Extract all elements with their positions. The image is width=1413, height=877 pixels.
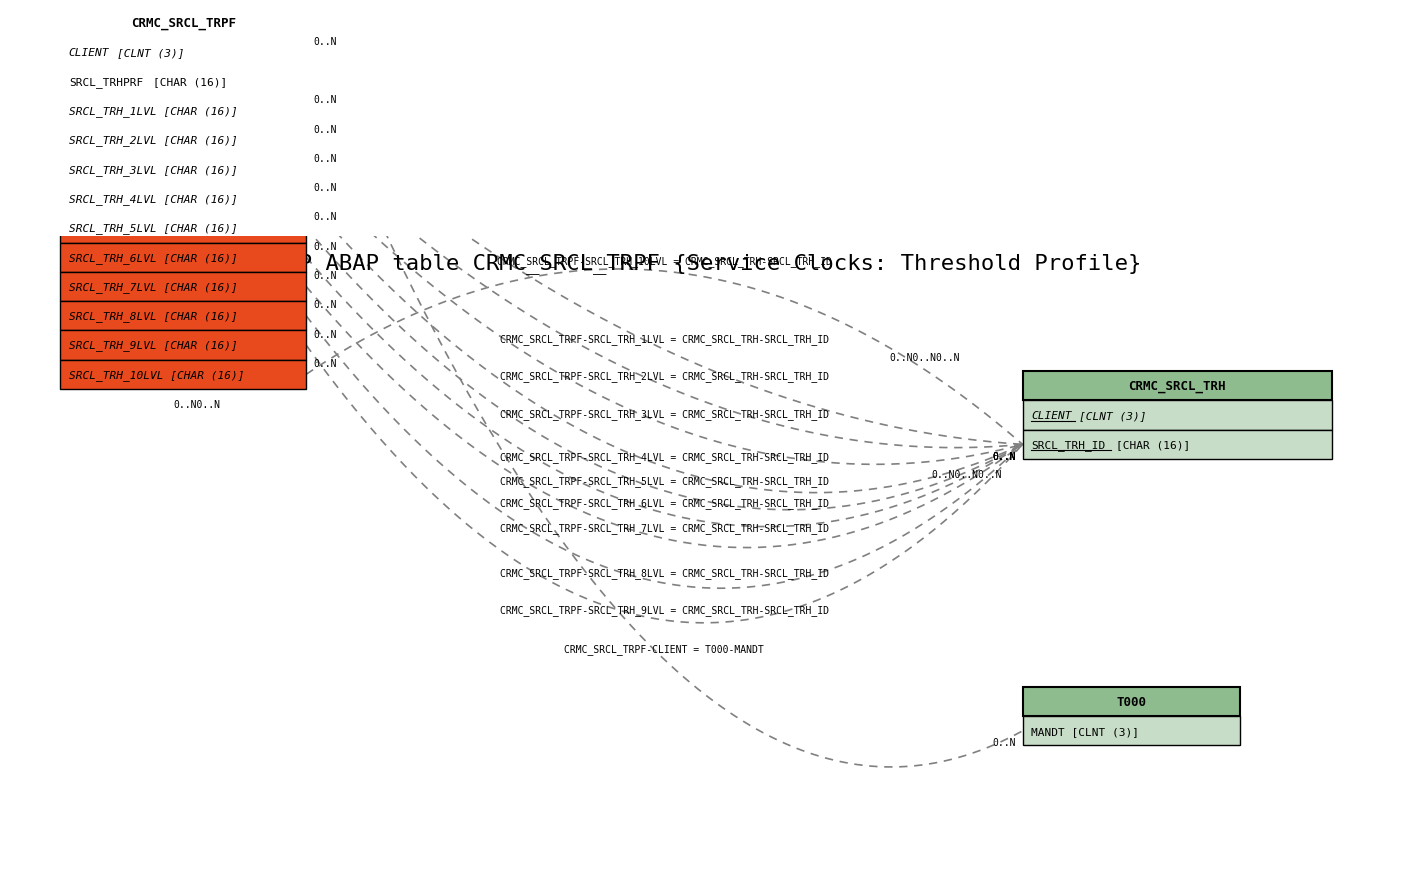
FancyBboxPatch shape bbox=[61, 243, 307, 273]
FancyBboxPatch shape bbox=[61, 185, 307, 214]
Text: 0..N: 0..N bbox=[314, 183, 336, 193]
FancyBboxPatch shape bbox=[1023, 688, 1241, 717]
Text: 0..N: 0..N bbox=[992, 452, 1016, 461]
Text: 0..N: 0..N bbox=[314, 359, 336, 368]
Text: 0..N: 0..N bbox=[992, 452, 1016, 461]
Text: CRMC_SRCL_TRPF-SRCL_TRH_3LVL = CRMC_SRCL_TRH-SRCL_TRH_ID: CRMC_SRCL_TRPF-SRCL_TRH_3LVL = CRMC_SRCL… bbox=[500, 409, 829, 419]
Text: SRCL_TRH_8LVL [CHAR (16)]: SRCL_TRH_8LVL [CHAR (16)] bbox=[69, 311, 237, 322]
Text: [CHAR (16)]: [CHAR (16)] bbox=[1115, 440, 1190, 450]
FancyBboxPatch shape bbox=[1023, 372, 1331, 401]
FancyBboxPatch shape bbox=[61, 155, 307, 185]
FancyBboxPatch shape bbox=[61, 126, 307, 155]
Text: CLIENT: CLIENT bbox=[69, 48, 109, 58]
Text: CLIENT: CLIENT bbox=[1031, 410, 1071, 421]
FancyBboxPatch shape bbox=[1023, 717, 1241, 745]
Text: 0..N: 0..N bbox=[992, 452, 1016, 461]
Text: SRCL_TRHPRF: SRCL_TRHPRF bbox=[69, 77, 143, 88]
Text: SRCL_TRH_9LVL [CHAR (16)]: SRCL_TRH_9LVL [CHAR (16)] bbox=[69, 340, 237, 351]
FancyBboxPatch shape bbox=[1023, 401, 1331, 431]
Text: CRMC_SRCL_TRPF-SRCL_TRH_10LVL = CRMC_SRCL_TRH-SRCL_TRH_ID: CRMC_SRCL_TRPF-SRCL_TRH_10LVL = CRMC_SRC… bbox=[497, 256, 832, 267]
Text: MANDT [CLNT (3)]: MANDT [CLNT (3)] bbox=[1031, 726, 1139, 736]
Text: 0..N: 0..N bbox=[314, 300, 336, 310]
Text: CRMC_SRCL_TRPF: CRMC_SRCL_TRPF bbox=[131, 18, 236, 31]
Text: 0..N: 0..N bbox=[314, 212, 336, 222]
FancyBboxPatch shape bbox=[61, 302, 307, 331]
Text: SRCL_TRH_2LVL [CHAR (16)]: SRCL_TRH_2LVL [CHAR (16)] bbox=[69, 135, 237, 146]
Text: 0..N: 0..N bbox=[314, 37, 336, 46]
Text: SRCL_TRH_4LVL [CHAR (16)]: SRCL_TRH_4LVL [CHAR (16)] bbox=[69, 194, 237, 205]
Text: T000: T000 bbox=[1116, 695, 1146, 709]
Text: 0..N0..N0..N: 0..N0..N0..N bbox=[889, 353, 959, 362]
Text: [CHAR (16)]: [CHAR (16)] bbox=[154, 77, 227, 88]
FancyBboxPatch shape bbox=[61, 39, 307, 68]
Text: 0..N: 0..N bbox=[314, 153, 336, 164]
Text: 0..N: 0..N bbox=[314, 95, 336, 105]
Text: SRCL_TRH_3LVL [CHAR (16)]: SRCL_TRH_3LVL [CHAR (16)] bbox=[69, 165, 237, 175]
Text: SRCL_TRH_5LVL [CHAR (16)]: SRCL_TRH_5LVL [CHAR (16)] bbox=[69, 223, 237, 234]
Text: 0..N0..N: 0..N0..N bbox=[174, 399, 220, 409]
Text: CRMC_SRCL_TRPF-SRCL_TRH_4LVL = CRMC_SRCL_TRH-SRCL_TRH_ID: CRMC_SRCL_TRPF-SRCL_TRH_4LVL = CRMC_SRCL… bbox=[500, 451, 829, 462]
Text: 0..N: 0..N bbox=[314, 271, 336, 281]
Text: 0..N: 0..N bbox=[992, 452, 1016, 461]
Text: CRMC_SRCL_TRPF-SRCL_TRH_7LVL = CRMC_SRCL_TRH-SRCL_TRH_ID: CRMC_SRCL_TRPF-SRCL_TRH_7LVL = CRMC_SRCL… bbox=[500, 523, 829, 534]
Text: CRMC_SRCL_TRH: CRMC_SRCL_TRH bbox=[1129, 380, 1226, 393]
Text: 0..N0..N0..N: 0..N0..N0..N bbox=[931, 469, 1002, 479]
Text: CRMC_SRCL_TRPF-SRCL_TRH_2LVL = CRMC_SRCL_TRH-SRCL_TRH_ID: CRMC_SRCL_TRPF-SRCL_TRH_2LVL = CRMC_SRCL… bbox=[500, 370, 829, 381]
Text: CRMC_SRCL_TRPF-SRCL_TRH_1LVL = CRMC_SRCL_TRH-SRCL_TRH_ID: CRMC_SRCL_TRPF-SRCL_TRH_1LVL = CRMC_SRCL… bbox=[500, 334, 829, 345]
Text: SRCL_TRH_1LVL [CHAR (16)]: SRCL_TRH_1LVL [CHAR (16)] bbox=[69, 106, 237, 117]
FancyBboxPatch shape bbox=[61, 97, 307, 126]
FancyBboxPatch shape bbox=[61, 273, 307, 302]
Text: [CLNT (3)]: [CLNT (3)] bbox=[1080, 410, 1146, 421]
Text: SRCL_TRH_10LVL [CHAR (16)]: SRCL_TRH_10LVL [CHAR (16)] bbox=[69, 369, 244, 381]
FancyBboxPatch shape bbox=[1023, 431, 1331, 460]
Text: 0..N: 0..N bbox=[314, 329, 336, 339]
Text: CRMC_SRCL_TRPF-SRCL_TRH_6LVL = CRMC_SRCL_TRH-SRCL_TRH_ID: CRMC_SRCL_TRPF-SRCL_TRH_6LVL = CRMC_SRCL… bbox=[500, 497, 829, 509]
Text: SRCL_TRH_6LVL [CHAR (16)]: SRCL_TRH_6LVL [CHAR (16)] bbox=[69, 253, 237, 263]
Text: CRMC_SRCL_TRPF-SRCL_TRH_9LVL = CRMC_SRCL_TRH-SRCL_TRH_ID: CRMC_SRCL_TRPF-SRCL_TRH_9LVL = CRMC_SRCL… bbox=[500, 604, 829, 616]
Text: CRMC_SRCL_TRPF-CLIENT = T000-MANDT: CRMC_SRCL_TRPF-CLIENT = T000-MANDT bbox=[564, 644, 764, 655]
Text: SAP ABAP table CRMC_SRCL_TRPF {Service Clocks: Threshold Profile}: SAP ABAP table CRMC_SRCL_TRPF {Service C… bbox=[271, 253, 1142, 274]
Text: SRCL_TRH_ID: SRCL_TRH_ID bbox=[1031, 439, 1105, 450]
Text: SRCL_TRH_7LVL [CHAR (16)]: SRCL_TRH_7LVL [CHAR (16)] bbox=[69, 282, 237, 293]
Text: 0..N: 0..N bbox=[992, 738, 1016, 747]
FancyBboxPatch shape bbox=[61, 68, 307, 97]
Text: CRMC_SRCL_TRPF-SRCL_TRH_8LVL = CRMC_SRCL_TRH-SRCL_TRH_ID: CRMC_SRCL_TRPF-SRCL_TRH_8LVL = CRMC_SRCL… bbox=[500, 567, 829, 579]
Text: [CLNT (3)]: [CLNT (3)] bbox=[117, 48, 184, 58]
FancyBboxPatch shape bbox=[61, 214, 307, 243]
FancyBboxPatch shape bbox=[61, 360, 307, 389]
Text: CRMC_SRCL_TRPF-SRCL_TRH_5LVL = CRMC_SRCL_TRH-SRCL_TRH_ID: CRMC_SRCL_TRPF-SRCL_TRH_5LVL = CRMC_SRCL… bbox=[500, 475, 829, 486]
Text: 0..N: 0..N bbox=[314, 241, 336, 252]
FancyBboxPatch shape bbox=[61, 331, 307, 360]
Text: 0..N: 0..N bbox=[314, 125, 336, 134]
FancyBboxPatch shape bbox=[61, 9, 307, 39]
